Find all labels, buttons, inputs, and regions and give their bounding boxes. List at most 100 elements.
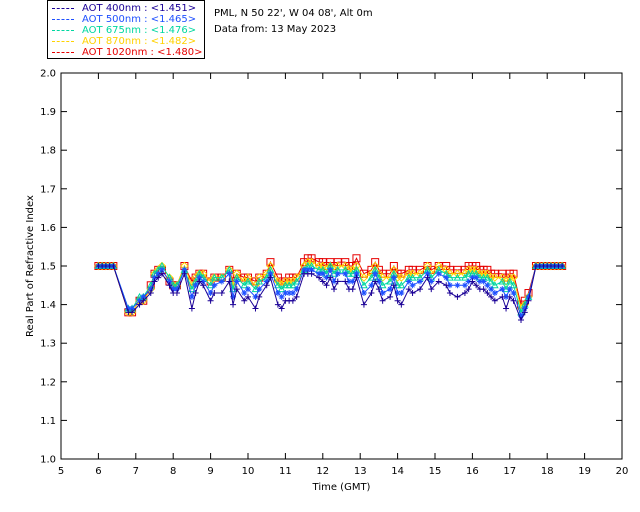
data-point-2 [285,281,293,289]
y-tick-label: 1.0 [40,455,56,466]
legend-label-400nm: AOT 400nm : <1.451> [82,3,197,14]
data-point-1 [510,290,517,297]
data-point-0 [308,270,315,277]
data-point-0 [424,274,431,281]
x-tick-label: 9 [207,466,213,477]
data-point-0 [461,290,468,297]
data-point-0 [136,301,143,308]
data-point-1 [147,286,154,293]
data-point-0 [173,290,180,297]
data-point-1 [282,290,289,297]
data-point-0 [465,286,472,293]
data-point-1 [245,286,251,293]
data-point-1 [158,266,165,273]
data-point-0 [503,305,510,312]
data-point-0 [192,290,199,297]
data-point-0 [256,293,263,300]
data-point-0 [473,282,480,289]
data-point-0 [110,263,117,269]
legend-swatch-1020nm [52,51,74,53]
y-tick-label: 1.6 [40,223,56,234]
data-point-0 [241,297,248,304]
data-point-2 [386,277,394,285]
data-point-0 [488,293,495,300]
legend-entry-1020nm: AOT 1020nm : <1.480> [52,47,202,59]
legend-label-675nm: AOT 675nm : <1.476> [82,25,197,36]
data-point-0 [394,297,401,304]
legend: AOT 400nm : <1.451> AOT 500nm : <1.465> … [47,0,205,59]
data-point-0 [267,274,274,281]
x-axis-label: Time (GMT) [312,482,371,493]
data-point-1 [274,290,281,297]
data-point-1 [521,305,528,312]
data-point-1 [375,278,382,285]
data-point-2 [360,281,368,289]
data-point-0 [342,278,349,285]
data-point-1 [503,293,510,300]
data-point-0 [375,286,382,293]
data-point-0 [398,301,405,308]
data-point-1 [409,282,416,289]
data-point-0 [181,270,188,277]
data-point-0 [226,278,233,285]
data-point-2 [289,281,297,289]
site-info: PML, N 50 22', W 04 08', Alt 0m Data fro… [214,6,373,38]
data-point-1 [484,282,491,289]
data-point-0 [211,290,218,297]
x-tick-label: 10 [242,466,255,477]
data-point-0 [230,301,237,308]
x-tick-label: 13 [354,466,367,477]
data-point-0 [319,278,326,285]
data-point-1 [181,266,188,273]
data-point-2 [292,277,301,285]
data-point-3 [397,273,406,282]
data-point-1 [435,270,442,277]
data-point-1 [196,274,203,281]
y-tick-label: 1.5 [40,262,56,273]
data-point-0 [360,301,367,308]
data-point-1 [518,313,525,320]
data-point-0 [506,293,513,300]
data-point-0 [327,274,334,281]
data-point-0 [559,263,566,269]
data-point-2 [408,273,417,281]
x-tick-label: 19 [578,466,591,477]
data-point-0 [245,293,251,300]
data-point-0 [510,297,517,304]
legend-swatch-500nm [52,18,74,20]
data-point-1 [308,266,315,273]
legend-swatch-675nm [52,29,74,31]
data-point-1 [372,270,379,277]
data-point-0 [207,297,214,304]
data-point-0 [129,309,136,316]
data-point-0 [188,305,195,312]
data-point-1 [129,305,136,312]
legend-swatch-870nm [52,40,74,42]
x-tick-label: 15 [429,466,442,477]
data-point-1 [140,293,147,300]
data-point-0 [331,286,338,293]
data-point-0 [405,286,412,293]
data-point-3 [359,273,369,282]
site-location: PML, N 50 22', W 04 08', Alt 0m [214,8,373,19]
data-point-1 [525,293,532,300]
data-point-1 [353,270,360,277]
x-tick-label: 20 [616,466,629,477]
data-point-2 [277,285,286,293]
data-point-1 [226,270,233,277]
data-point-1 [207,290,214,297]
data-point-0 [368,290,375,297]
data-point-0 [151,278,158,285]
data-point-2 [244,277,252,285]
data-point-1 [267,270,274,277]
data-point-2 [397,281,406,289]
data-point-0 [147,290,154,297]
data-point-2 [461,273,469,281]
data-point-0 [140,297,147,304]
data-point-0 [443,282,450,289]
data-point-1 [166,278,173,285]
x-tick-label: 14 [391,466,404,477]
data-point-1 [289,290,296,297]
data-point-1 [125,305,132,312]
